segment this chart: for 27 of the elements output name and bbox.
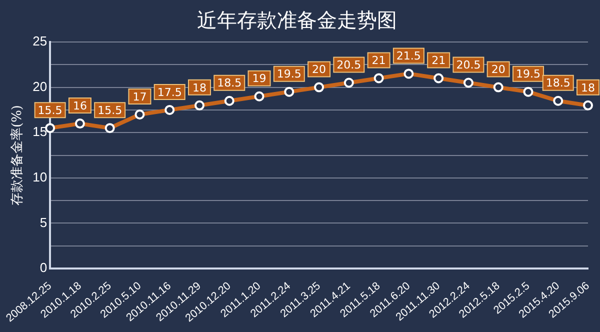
y-axis-title: 存款准备金率(%): [9, 105, 26, 206]
y-tick-label: 0: [40, 260, 48, 276]
data-label: 21.5: [396, 50, 421, 63]
data-label: 21: [432, 54, 446, 68]
data-label: 16: [72, 99, 87, 112]
data-label: 20.5: [456, 58, 481, 72]
data-label: 18.5: [546, 76, 570, 90]
y-tick-label: 25: [32, 34, 48, 49]
data-label: 18.5: [217, 76, 242, 90]
data-label: 19: [252, 72, 266, 86]
data-label: 18: [581, 81, 595, 94]
data-label: 17.5: [157, 86, 182, 99]
data-label: 20.5: [336, 58, 362, 72]
data-label: 20: [491, 63, 506, 76]
y-tick-label: 10: [32, 169, 48, 184]
data-label: 17: [132, 90, 147, 104]
data-label: 19.5: [516, 68, 540, 81]
chart-title: 近年存款准备金走势图: [197, 8, 397, 32]
y-tick-label: 5: [40, 214, 48, 230]
data-label: 15.5: [98, 104, 122, 117]
data-label: 19.5: [276, 68, 302, 81]
y-tick-label: 20: [32, 78, 48, 94]
data-label: 21: [372, 54, 386, 68]
data-label: 15.5: [38, 104, 62, 117]
data-label: 20: [312, 63, 326, 76]
y-tick-label: 15: [32, 124, 48, 140]
data-label: 18: [192, 81, 206, 94]
